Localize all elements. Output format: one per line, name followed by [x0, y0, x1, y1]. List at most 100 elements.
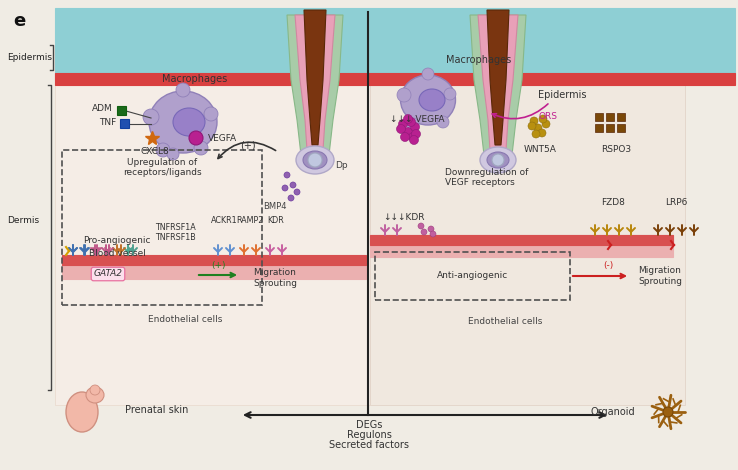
- Text: Dermis: Dermis: [7, 216, 39, 225]
- Text: RAMP2: RAMP2: [236, 216, 263, 225]
- Circle shape: [409, 133, 418, 141]
- Ellipse shape: [86, 387, 104, 403]
- Bar: [595, 124, 603, 132]
- Circle shape: [282, 185, 288, 191]
- Circle shape: [418, 223, 424, 229]
- Bar: [370, 235, 673, 245]
- Circle shape: [156, 143, 170, 157]
- Text: WNT5A: WNT5A: [523, 145, 556, 154]
- Text: KDR: KDR: [268, 216, 284, 225]
- Text: TNFRSF1A: TNFRSF1A: [155, 222, 196, 232]
- Text: Dp: Dp: [335, 160, 348, 170]
- Circle shape: [534, 124, 542, 132]
- Circle shape: [143, 109, 159, 125]
- Bar: [62, 257, 366, 279]
- Polygon shape: [470, 15, 526, 155]
- Bar: [55, 80, 370, 405]
- Text: ↓↓↓KDR: ↓↓↓KDR: [383, 212, 424, 221]
- Circle shape: [428, 226, 434, 232]
- Text: ADM: ADM: [92, 103, 113, 112]
- Circle shape: [538, 129, 546, 137]
- Text: ACKR1: ACKR1: [210, 216, 238, 225]
- Circle shape: [397, 88, 411, 102]
- Text: (+): (+): [211, 261, 225, 270]
- Circle shape: [294, 189, 300, 195]
- Circle shape: [90, 385, 100, 395]
- Bar: [370, 80, 685, 405]
- Bar: [62, 255, 366, 265]
- Circle shape: [430, 231, 436, 237]
- Circle shape: [404, 127, 413, 136]
- Circle shape: [530, 117, 538, 125]
- Text: Macrophages: Macrophages: [446, 55, 511, 65]
- Text: BMP4: BMP4: [263, 202, 287, 211]
- Text: Prenatal skin: Prenatal skin: [125, 405, 188, 415]
- Circle shape: [167, 148, 179, 160]
- Text: TNFRSF1B: TNFRSF1B: [155, 233, 196, 242]
- Circle shape: [176, 83, 190, 97]
- Circle shape: [663, 407, 673, 417]
- Bar: [55, 8, 735, 80]
- Ellipse shape: [173, 108, 205, 136]
- Text: Blood vessel: Blood vessel: [89, 249, 145, 258]
- Ellipse shape: [303, 151, 327, 169]
- Text: Endothelial cells: Endothelial cells: [148, 315, 222, 324]
- Circle shape: [444, 88, 456, 100]
- Text: (+): (+): [240, 140, 256, 150]
- Bar: [375, 252, 570, 300]
- Text: GATA2: GATA2: [94, 269, 123, 279]
- Circle shape: [528, 122, 536, 130]
- Text: DEGs: DEGs: [356, 420, 382, 430]
- Text: LRP6: LRP6: [665, 198, 687, 207]
- Bar: [370, 235, 673, 257]
- Circle shape: [542, 120, 550, 128]
- Circle shape: [399, 119, 407, 128]
- Bar: [120, 119, 129, 128]
- Ellipse shape: [401, 75, 455, 125]
- Ellipse shape: [149, 91, 217, 153]
- Text: Downregulation of
VEGF receptors: Downregulation of VEGF receptors: [445, 168, 528, 188]
- Circle shape: [189, 131, 203, 145]
- Circle shape: [422, 68, 434, 80]
- Polygon shape: [487, 10, 509, 145]
- Circle shape: [396, 125, 405, 133]
- Text: ↓↓↓ VEGFA: ↓↓↓ VEGFA: [390, 115, 444, 124]
- Bar: [62, 150, 262, 305]
- Text: Secreted factors: Secreted factors: [329, 440, 409, 450]
- Text: Pro-angiogenic: Pro-angiogenic: [83, 235, 151, 244]
- Text: Regulons: Regulons: [347, 430, 391, 440]
- Circle shape: [410, 135, 418, 144]
- Bar: [617, 113, 625, 121]
- Text: ORS: ORS: [539, 111, 557, 120]
- Text: TNF: TNF: [99, 118, 116, 126]
- Bar: [606, 113, 614, 121]
- Circle shape: [421, 229, 427, 235]
- Bar: [55, 73, 735, 85]
- Circle shape: [532, 130, 540, 138]
- Text: Upregulation of
receptors/ligands: Upregulation of receptors/ligands: [123, 158, 201, 177]
- Text: Epidermis: Epidermis: [538, 90, 586, 100]
- Circle shape: [290, 182, 296, 188]
- Text: Anti-angiogenic: Anti-angiogenic: [437, 272, 508, 281]
- Text: FZD8: FZD8: [601, 198, 625, 207]
- Text: Macrophages: Macrophages: [162, 74, 227, 84]
- Circle shape: [288, 195, 294, 201]
- Ellipse shape: [419, 89, 445, 111]
- Circle shape: [404, 115, 413, 124]
- Bar: [595, 113, 603, 121]
- Circle shape: [308, 153, 322, 167]
- Text: Endothelial cells: Endothelial cells: [468, 318, 542, 327]
- Polygon shape: [478, 15, 518, 150]
- Polygon shape: [304, 10, 326, 145]
- Circle shape: [401, 133, 410, 141]
- Text: Migration
Sprouting: Migration Sprouting: [253, 268, 297, 288]
- Circle shape: [492, 154, 504, 166]
- Bar: [606, 124, 614, 132]
- Circle shape: [204, 107, 218, 121]
- Bar: [117, 106, 126, 115]
- Text: Organoid: Organoid: [590, 407, 635, 417]
- Circle shape: [194, 141, 208, 155]
- Text: CXCL8: CXCL8: [141, 147, 170, 156]
- Bar: [617, 124, 625, 132]
- Text: e: e: [13, 12, 25, 30]
